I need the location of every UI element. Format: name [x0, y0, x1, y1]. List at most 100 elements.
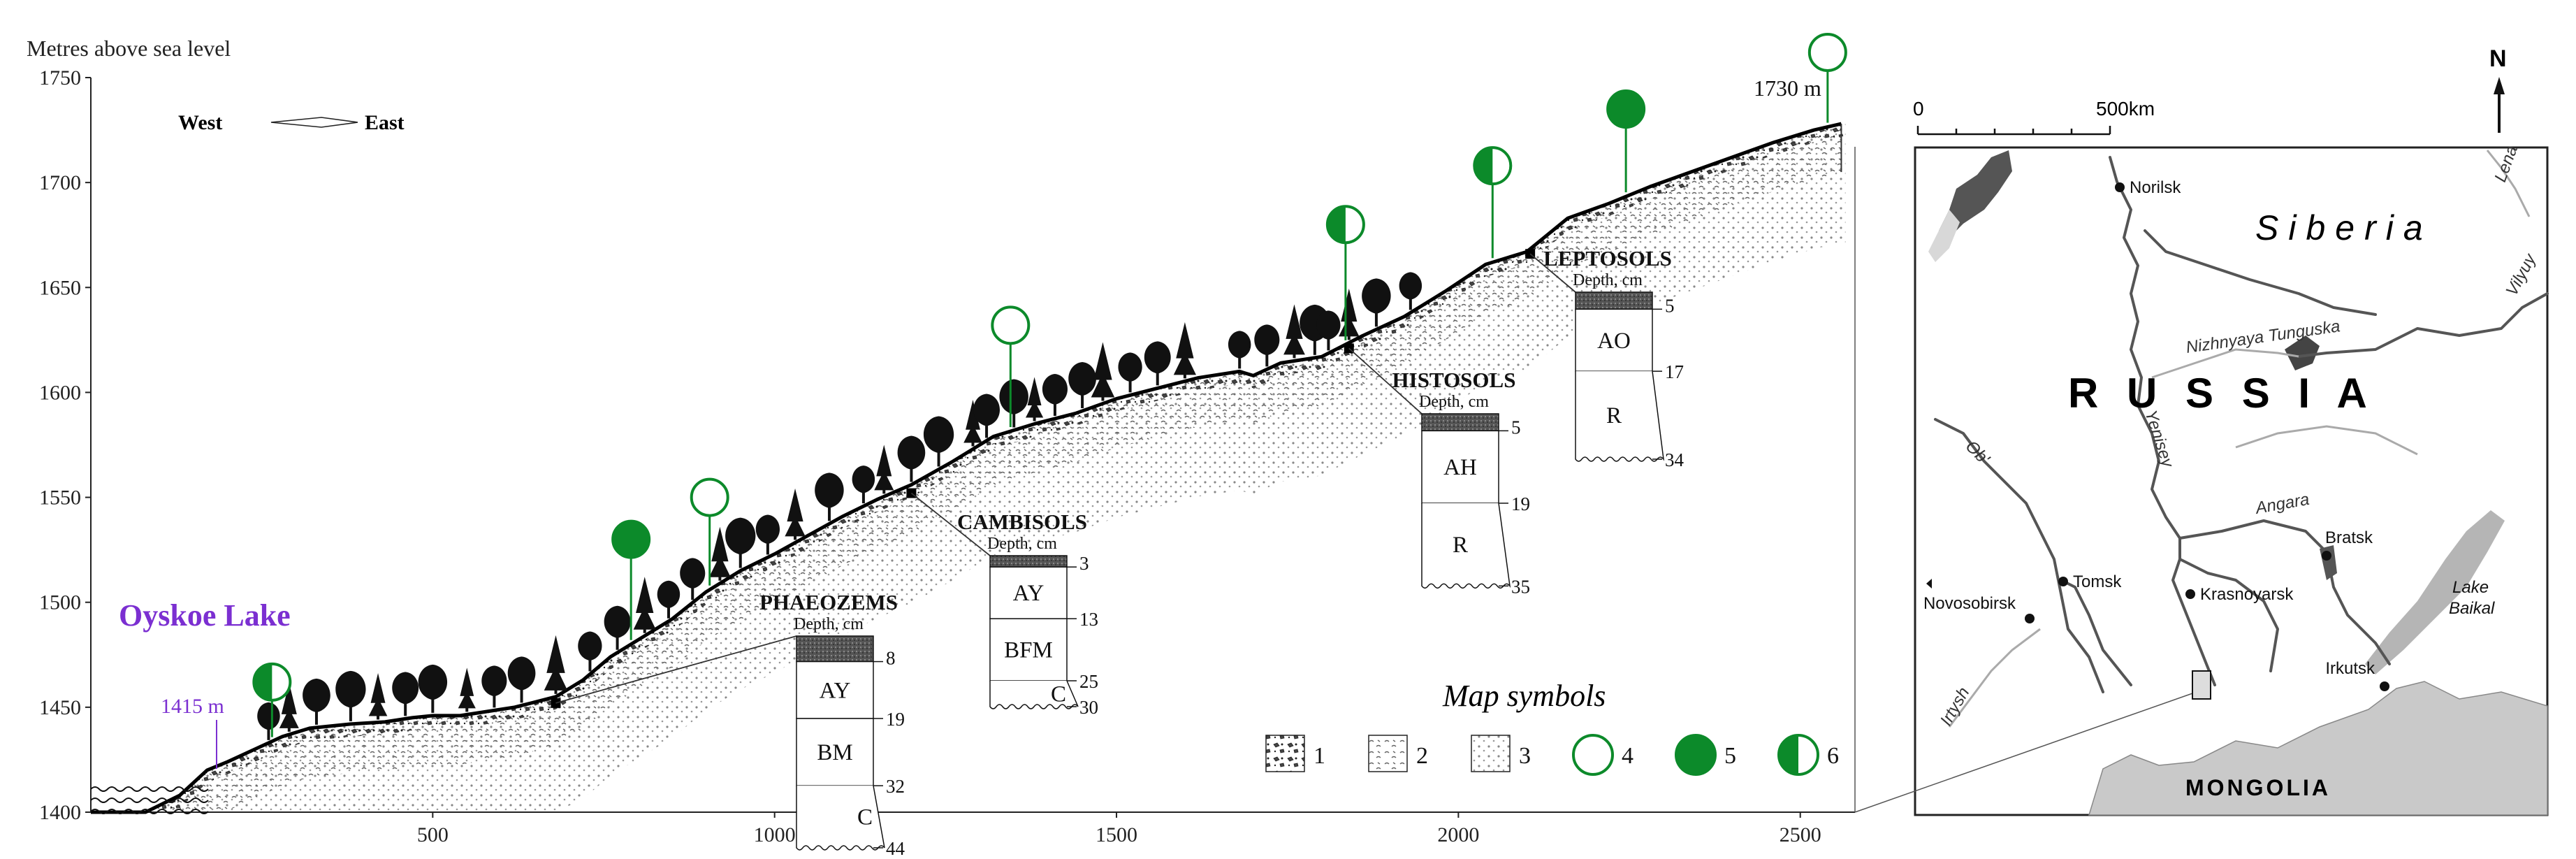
deciduous-tree-icon: [507, 656, 536, 703]
study-area-box: [2192, 670, 2211, 700]
map-symbols-legend: Map symbols 1 2 3 4 5 6: [1265, 679, 1839, 776]
rivers: [1934, 156, 2549, 693]
soil-site-leader: [1348, 347, 1422, 414]
deciduous-tree-icon: [680, 558, 706, 600]
soil-depth-header: Depth, cm: [1419, 393, 1489, 411]
legend-symbol-6: [1777, 734, 1819, 776]
depth-value: 44: [886, 838, 905, 859]
organic-layer: [796, 635, 874, 663]
depth-value: 32: [886, 776, 905, 797]
slope-cross-section: [91, 122, 1846, 814]
north-arrow-icon: [2494, 77, 2505, 133]
soil-horizon: [1575, 308, 1653, 372]
conifer-tree-icon: [544, 635, 568, 694]
conifer-tree-icon: [1339, 288, 1360, 340]
y-tick-label: 1750: [39, 66, 81, 89]
yenisey-river: [2109, 156, 2216, 686]
minor-rivers: [1948, 150, 2531, 728]
irtysh-river: [1948, 628, 2041, 728]
vegetation-symbol-4: [1807, 32, 1847, 72]
deciduous-tree-icon: [1068, 361, 1096, 408]
tributary: [2235, 425, 2418, 456]
legend-item-label: 3: [1519, 743, 1531, 769]
depth-value: 5: [1511, 417, 1521, 438]
soil-horizon-bottom: [989, 680, 1079, 709]
organic-layer: [989, 555, 1068, 568]
deciduous-tree-icon: [303, 678, 330, 725]
soil-type-name: PHAEOZEMS: [759, 590, 898, 614]
map-country-label: R U S S I A: [2068, 370, 2375, 417]
organic-layer: [1575, 291, 1653, 310]
deciduous-tree-icon: [335, 670, 366, 721]
soil-depth-header: Depth, cm: [987, 535, 1057, 553]
soil-type-name: CAMBISOLS: [957, 510, 1087, 534]
water-wave: [90, 797, 209, 803]
ob-river: [1934, 418, 2104, 693]
conifer-tree-icon: [368, 672, 388, 720]
soil-type-name: LEPTOSOLS: [1543, 246, 1672, 270]
soil-site-leader: [555, 635, 797, 704]
lake-label-line2: Baikal: [2449, 599, 2495, 618]
filled-circle-icon: [1606, 89, 1646, 129]
soil-horizon-label: BFM: [1004, 638, 1053, 663]
nizhnyaya-tunguska-river: [2151, 348, 2299, 379]
deciduous-tree-icon: [578, 631, 602, 672]
soil-site-leader: [910, 492, 991, 556]
soil-horizon-label: R: [1453, 533, 1468, 558]
legend-swatch-2: [1368, 735, 1408, 772]
vegetation-symbol-5: [611, 519, 651, 559]
city-dot-icon: [2115, 182, 2125, 192]
mongolia-region: [2088, 681, 2548, 816]
lake-baikal-shape: [2365, 510, 2505, 674]
deciduous-tree-icon: [897, 435, 926, 482]
krasnoyarsk-branch: [2178, 558, 2279, 672]
lake-water: [90, 786, 209, 814]
conifer-tree-icon: [1091, 342, 1115, 401]
soil-horizon: [989, 618, 1068, 681]
west-label: West: [178, 111, 222, 134]
reservoir-north: [1939, 150, 2012, 241]
city-label: Krasnoyarsk: [2200, 585, 2294, 604]
deciduous-tree-icon: [725, 517, 756, 568]
legend-symbol-4: [1572, 734, 1614, 776]
soil-site-leader: [1529, 253, 1576, 293]
depth-value: 25: [1079, 671, 1098, 692]
vegetation-symbol-6: [252, 662, 292, 702]
conifer-tree-icon: [1283, 304, 1305, 359]
conifer-tree-icon: [279, 682, 299, 732]
half-circle-fill-icon: [1779, 735, 1798, 774]
legend-title: Map symbols: [1442, 679, 1606, 713]
deciduous-tree-icon: [1118, 352, 1142, 393]
deciduous-tree-icon: [657, 580, 681, 619]
legend-swatch-1: [1265, 735, 1305, 772]
deciduous-tree-icon: [1399, 272, 1422, 310]
y-tick-label: 1600: [39, 381, 81, 404]
deciduous-tree-icon: [973, 394, 1000, 438]
conifer-tree-icon: [1173, 322, 1196, 379]
deciduous-tree-icon: [1254, 324, 1280, 367]
city-label: Norilsk: [2130, 178, 2181, 197]
city-dot-icon: [2025, 614, 2035, 623]
direction-indicator: West East: [178, 111, 405, 134]
upper-river: [2144, 229, 2377, 316]
city-dot-icon: [2185, 589, 2195, 599]
water-wave: [90, 786, 209, 792]
deciduous-tree-icon: [257, 702, 280, 740]
legend-item-label: 4: [1622, 743, 1633, 769]
y-tick-label: 1450: [39, 696, 81, 719]
legend-item-label: 2: [1416, 743, 1428, 769]
depth-value: 8: [886, 648, 896, 669]
half-circle-fill-icon: [254, 663, 272, 700]
y-tick-label: 1550: [39, 486, 81, 510]
y-axis-ticks: 1400 1450 1500 1550 1600 1650 1700 1750: [39, 66, 91, 824]
soil-type-name: HISTOSOLS: [1392, 368, 1516, 392]
depth-value: 17: [1665, 361, 1684, 382]
deciduous-tree-icon: [755, 514, 780, 555]
open-circle-icon: [991, 305, 1031, 345]
tree-symbols: [257, 272, 1422, 740]
deciduous-tree-icon: [852, 465, 875, 504]
